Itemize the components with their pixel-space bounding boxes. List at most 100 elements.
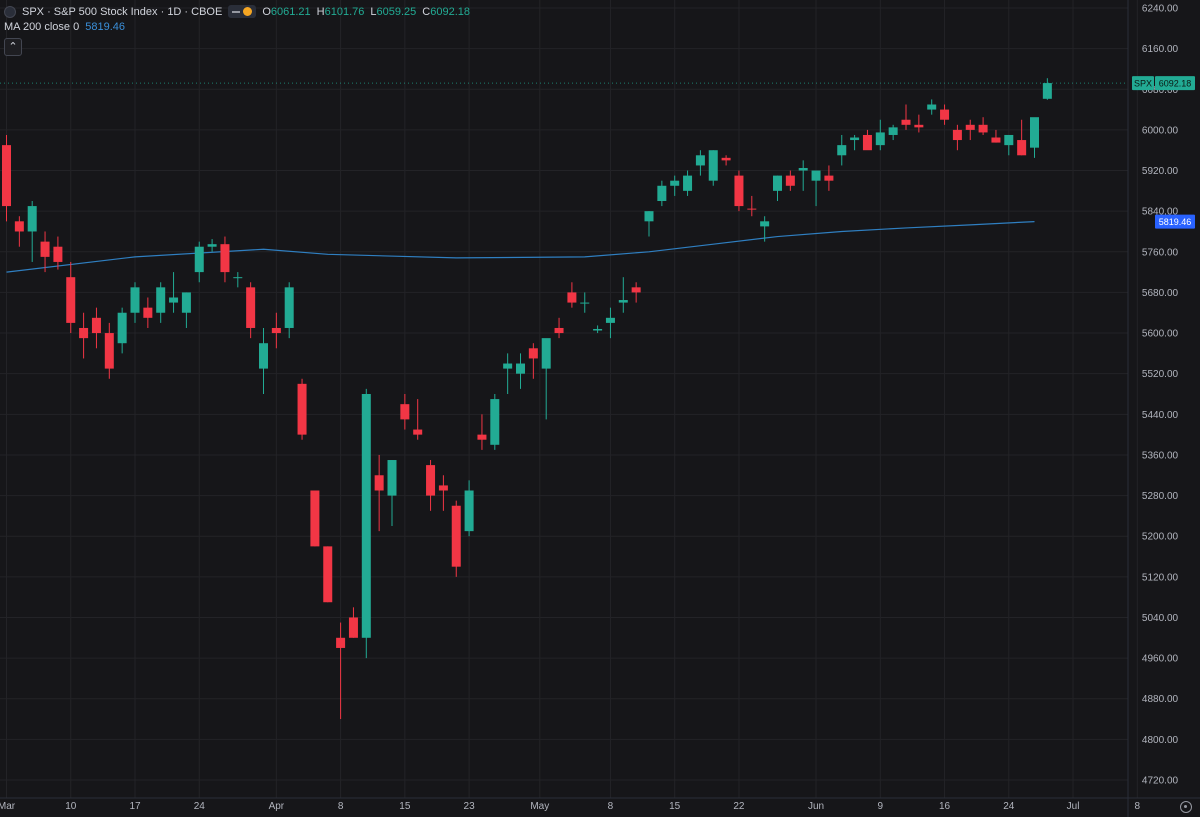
y-tick-label: 6240.00 xyxy=(1142,4,1179,15)
price-tag-symbol-bg xyxy=(1132,76,1154,91)
candle-body xyxy=(66,277,76,323)
candle-body xyxy=(760,221,770,227)
candle-body xyxy=(246,287,256,328)
x-tick-label: May xyxy=(530,801,549,812)
candle-body xyxy=(14,221,24,232)
candle-body xyxy=(400,404,410,420)
candle-body xyxy=(169,297,179,303)
candle-body xyxy=(464,490,474,532)
candle-body xyxy=(670,180,680,186)
candle-body xyxy=(721,157,731,161)
candle-body xyxy=(580,302,590,304)
x-tick-label: Mar xyxy=(0,801,16,812)
ma-tag-bg xyxy=(1155,214,1195,229)
y-tick-label: 5680.00 xyxy=(1142,288,1179,299)
candle-body xyxy=(875,132,885,146)
y-tick-label: 5840.00 xyxy=(1142,207,1179,218)
candle-body xyxy=(40,241,50,257)
x-tick-label: 24 xyxy=(194,801,206,812)
candle-body xyxy=(1004,134,1014,146)
candle-body xyxy=(952,129,962,141)
x-tick-label: 10 xyxy=(65,801,77,812)
gear-icon[interactable] xyxy=(1180,801,1192,813)
ohlc-key: H xyxy=(316,5,325,18)
price-tag-symbol: SPX xyxy=(1134,79,1152,89)
y-tick-label: 4800.00 xyxy=(1142,735,1179,746)
candle-body xyxy=(53,246,63,262)
candle-body xyxy=(310,490,320,547)
candle-body xyxy=(259,343,268,369)
x-tick-label: 23 xyxy=(464,801,476,812)
y-tick-label: 6160.00 xyxy=(1142,44,1179,55)
candle-body xyxy=(1017,140,1027,156)
ohlc-key: O xyxy=(262,5,271,18)
candle-body xyxy=(336,637,346,648)
chart-legend: SPX · S&P 500 Stock Index · 1D · CBOE O6… xyxy=(4,4,470,34)
y-tick-label: 5360.00 xyxy=(1142,450,1179,461)
candle-body xyxy=(413,429,423,435)
candle-body xyxy=(593,328,603,331)
y-tick-label: 4960.00 xyxy=(1142,654,1179,665)
y-tick-label: 5760.00 xyxy=(1142,247,1179,258)
candle-body xyxy=(850,137,860,141)
candle-body xyxy=(323,546,333,603)
candle-body xyxy=(194,246,204,273)
candle-body xyxy=(773,175,782,191)
candle-body xyxy=(297,383,307,435)
candle-body xyxy=(181,292,191,313)
candle-body xyxy=(824,175,834,181)
candle-body xyxy=(528,348,538,359)
y-tick-label: 5600.00 xyxy=(1142,329,1179,340)
candle-body xyxy=(156,287,166,313)
x-tick-label: 8 xyxy=(608,801,614,812)
ohlc-value: 6092.18 xyxy=(430,5,470,18)
candle-body xyxy=(271,327,281,334)
candle-body xyxy=(130,287,140,313)
candle-body xyxy=(117,312,127,344)
ohlc-key: C xyxy=(422,5,431,18)
indicator-row[interactable]: MA 200 close 0 5819.46 xyxy=(4,19,470,34)
collapse-legend-button[interactable]: ⌃ xyxy=(4,38,22,56)
ohlc-item: C6092.18 xyxy=(422,5,470,19)
candle-body xyxy=(104,333,114,369)
y-tick-label: 5200.00 xyxy=(1142,532,1179,543)
candle-body xyxy=(477,434,487,440)
candle-body xyxy=(965,124,975,130)
ma200-line xyxy=(6,220,1035,273)
candle-body xyxy=(2,145,11,207)
x-tick-label: 24 xyxy=(1003,801,1015,812)
x-tick-label: 17 xyxy=(129,801,141,812)
candle-body xyxy=(798,167,808,171)
candle-body xyxy=(927,104,937,110)
x-tick-label: 8 xyxy=(1135,801,1141,812)
price-tag-value: 6092.18 xyxy=(1159,79,1192,89)
candle-body xyxy=(605,317,615,323)
candle-body xyxy=(683,175,693,191)
candle-body xyxy=(143,307,153,318)
y-tick-label: 6000.00 xyxy=(1142,125,1179,136)
x-tick-label: 15 xyxy=(669,801,681,812)
candle-body xyxy=(79,327,89,339)
candle-body xyxy=(554,327,564,334)
candle-body xyxy=(747,208,757,210)
symbol-title[interactable]: SPX · S&P 500 Stock Index · 1D · CBOE xyxy=(22,5,223,18)
x-tick-label: 8 xyxy=(338,801,344,812)
y-tick-label: 5520.00 xyxy=(1142,369,1179,380)
candle-body xyxy=(978,124,988,133)
candle-body xyxy=(490,399,500,445)
market-status[interactable] xyxy=(228,5,257,18)
ohlc-key: L xyxy=(370,5,377,18)
symbol-logo-icon xyxy=(4,5,16,18)
ohlc-value: 6061.21 xyxy=(270,5,311,18)
candle-body xyxy=(207,244,217,247)
ohlc-item: H6101.76 xyxy=(317,5,365,19)
candle-body xyxy=(657,185,667,201)
x-tick-label: 15 xyxy=(399,801,411,812)
candle-body xyxy=(374,475,384,491)
candle-body xyxy=(862,134,872,151)
ohlc-value: 6101.76 xyxy=(324,5,365,18)
candle-body xyxy=(708,150,718,181)
candle-body xyxy=(901,119,911,125)
candle-body xyxy=(631,287,641,293)
